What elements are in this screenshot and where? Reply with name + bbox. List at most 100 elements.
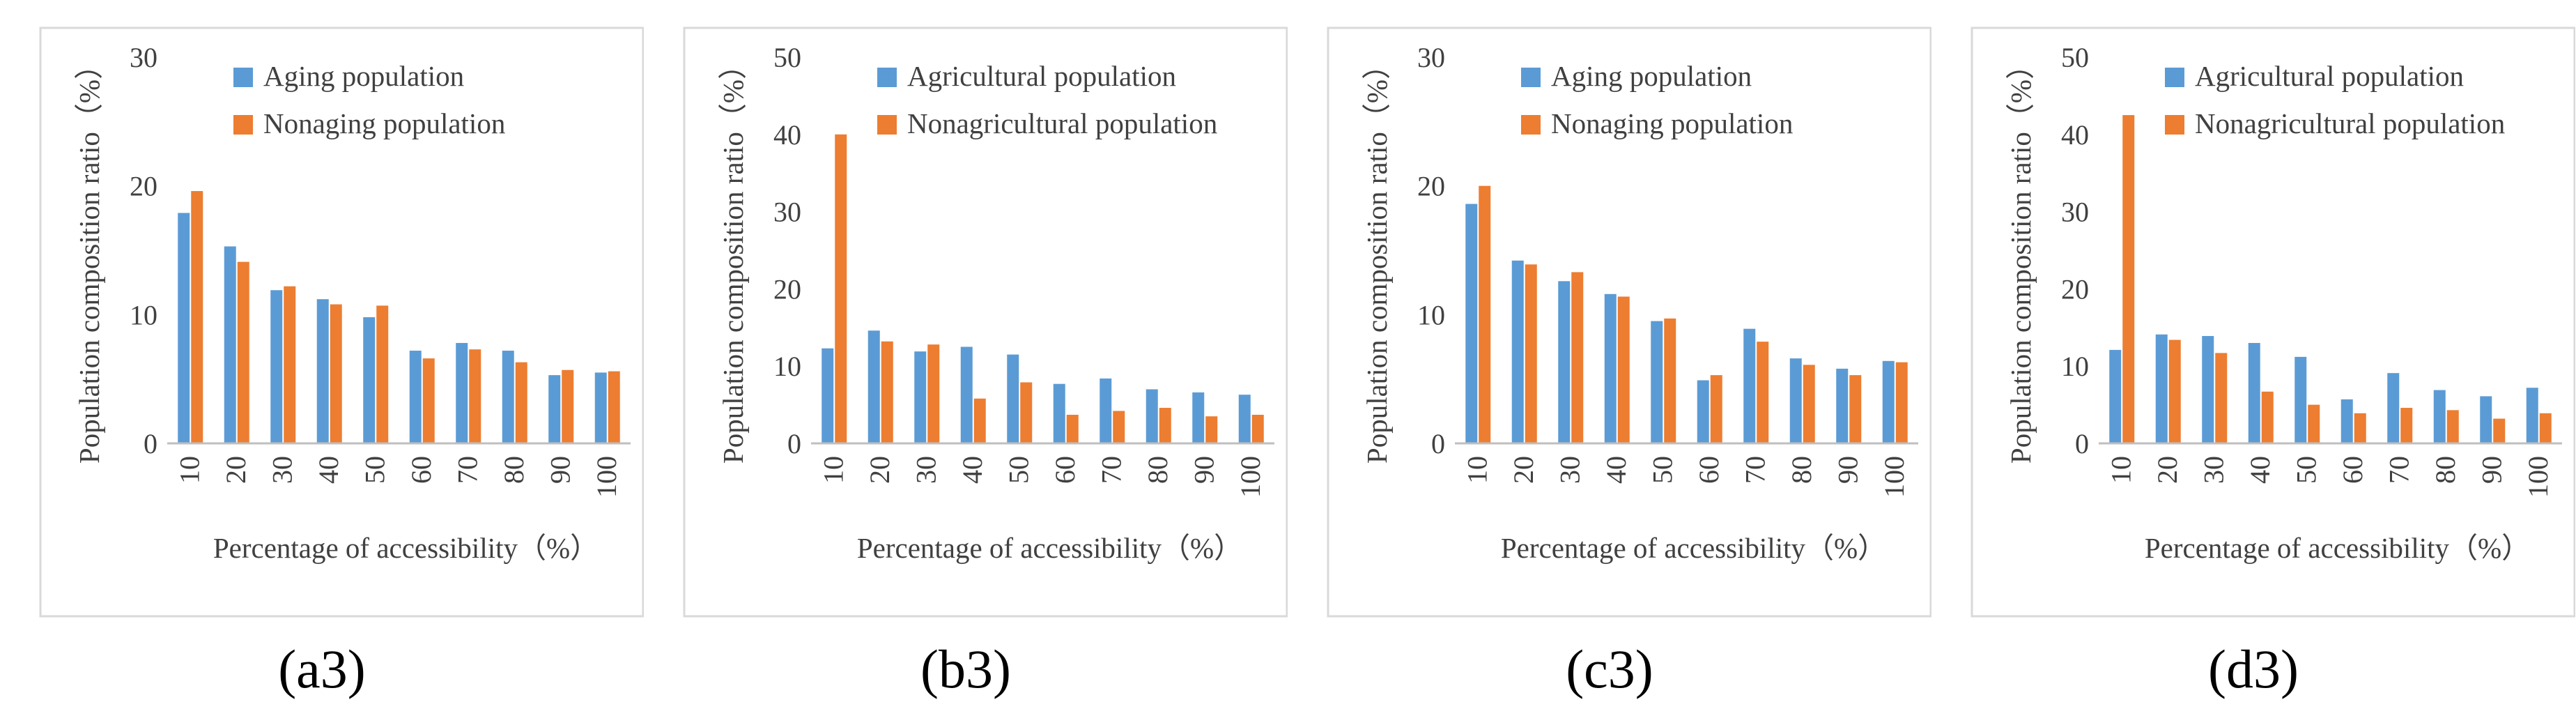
bar-series2 [1113, 411, 1125, 443]
bar-series2 [1710, 375, 1722, 443]
x-tick-label: 100 [1235, 456, 1266, 498]
chart-svg-c3: 0 10 20 30 10 20 30 40 50 60 70 80 90 100 Percentage o… [1327, 26, 1931, 618]
bar-series1 [456, 342, 468, 443]
bar-series2 [1895, 362, 1908, 443]
chart-svg-d3: 0 10 20 30 40 50 10 20 30 40 50 60 70 80 90 100 Percenta… [1970, 26, 2575, 618]
y-tick-label: 0 [2075, 428, 2089, 459]
y-tick-label: 30 [1417, 42, 1445, 73]
bar-series1 [2387, 373, 2400, 443]
bar-series2 [2446, 410, 2459, 443]
bar-series2 [1849, 375, 1862, 443]
bar-series2 [1251, 415, 1264, 443]
bar-series1 [2109, 349, 2122, 443]
x-tick-label: 30 [2198, 456, 2229, 484]
x-tick-label: 90 [1832, 456, 1863, 484]
bar-series2 [330, 304, 342, 443]
bar-series1 [867, 330, 880, 443]
x-tick-label: 40 [313, 456, 344, 484]
y-tick-label: 50 [773, 42, 801, 73]
x-tick-label: 10 [173, 456, 205, 484]
chart-panel-b3: 0 10 20 30 40 50 10 20 30 40 50 60 70 80 90 100 Percenta… [644, 0, 1288, 725]
bar-series1 [914, 351, 927, 443]
bar-series2 [1617, 296, 1630, 443]
bar-series1 [960, 346, 973, 443]
x-tick-label: 90 [2476, 456, 2507, 484]
bar-series1 [2526, 388, 2538, 443]
bar-series2 [376, 305, 389, 443]
x-tick-label: 40 [2244, 456, 2276, 484]
x-tick-label: 60 [2337, 456, 2368, 484]
bar-series1 [594, 372, 607, 443]
bar-series1 [2248, 342, 2260, 443]
bar-series2 [2308, 404, 2320, 443]
chart-frame [1970, 26, 2575, 618]
bar-series1 [1789, 358, 1802, 443]
bar-series2 [2493, 418, 2506, 443]
x-axis-title: Percentage of accessibility（%） [1501, 532, 1886, 564]
bar-series1 [2295, 356, 2307, 443]
panel-label-c3: (c3) [1566, 639, 1653, 699]
panel-label-a3: (a3) [278, 639, 366, 699]
y-tick-label: 20 [773, 273, 801, 305]
legend-swatch [2165, 115, 2184, 135]
bar-series2 [237, 261, 249, 443]
bar-series2 [2354, 413, 2366, 443]
y-tick-label: 20 [130, 171, 157, 202]
x-tick-label: 100 [2522, 456, 2554, 498]
x-tick-label: 10 [2105, 456, 2136, 484]
bar-series2 [973, 398, 986, 443]
x-tick-label: 20 [2152, 456, 2183, 484]
y-axis-title: Population composition ratio（%） [717, 51, 749, 464]
chart-svg-a3: 0 10 20 30 10 20 30 40 50 60 70 80 90 100 Percentage o… [39, 26, 644, 618]
bar-series1 [409, 351, 422, 443]
bar-series2 [1159, 408, 1171, 443]
y-axis-title: Population composition ratio（%） [73, 51, 105, 464]
legend-swatch [233, 68, 253, 87]
x-tick-label: 100 [1879, 456, 1910, 498]
x-tick-label: 40 [957, 456, 988, 484]
y-tick-label: 30 [773, 197, 801, 228]
bar-series1 [1100, 378, 1112, 443]
bar-series2 [1757, 342, 1769, 443]
x-tick-label: 90 [1188, 456, 1219, 484]
y-tick-label: 0 [787, 428, 801, 459]
chart-panel-a3: 0 10 20 30 10 20 30 40 50 60 70 80 90 100 Percentage o… [0, 0, 644, 725]
bar-series1 [1558, 281, 1571, 443]
y-axis-title: Population composition ratio（%） [1361, 51, 1393, 464]
bar-series2 [562, 369, 574, 443]
panel-label-d3: (d3) [2208, 639, 2299, 699]
chart-svg-b3: 0 10 20 30 40 50 10 20 30 40 50 60 70 80 90 100 Percenta… [683, 26, 1288, 618]
bar-series1 [1511, 260, 1524, 443]
legend-swatch [1521, 68, 1541, 87]
chart-panel-c3: 0 10 20 30 10 20 30 40 50 60 70 80 90 100 Percentage o… [1288, 0, 1931, 725]
legend-label: Agricultural population [907, 60, 1176, 92]
x-tick-label: 30 [1554, 456, 1585, 484]
y-tick-label: 10 [1417, 299, 1445, 330]
x-tick-label: 70 [1739, 456, 1771, 484]
x-tick-label: 60 [1693, 456, 1725, 484]
y-tick-label: 20 [1417, 171, 1445, 202]
x-tick-label: 70 [452, 456, 483, 484]
bar-series2 [1571, 272, 1584, 443]
bar-series2 [608, 371, 620, 443]
x-tick-label: 80 [1142, 456, 1173, 484]
y-tick-label: 30 [2061, 197, 2089, 228]
bar-series2 [515, 362, 527, 443]
legend-swatch [1521, 115, 1541, 135]
chart-panel-d3: 0 10 20 30 40 50 10 20 30 40 50 60 70 80 90 100 Percenta… [1931, 0, 2575, 725]
x-tick-label: 30 [266, 456, 298, 484]
legend-label: Nonaging population [263, 107, 505, 139]
bar-series1 [1604, 293, 1617, 443]
chart-frame [683, 26, 1288, 618]
bar-series1 [2433, 390, 2446, 443]
bar-series2 [469, 349, 481, 443]
legend-label: Aging population [263, 60, 464, 92]
x-tick-label: 100 [591, 456, 622, 498]
legend-swatch [233, 115, 253, 135]
bar-series2 [2400, 408, 2413, 443]
x-tick-label: 80 [1786, 456, 1817, 484]
x-tick-label: 90 [544, 456, 576, 484]
bar-series2 [284, 286, 296, 443]
bar-series2 [1479, 185, 1491, 443]
y-tick-label: 10 [130, 299, 157, 330]
